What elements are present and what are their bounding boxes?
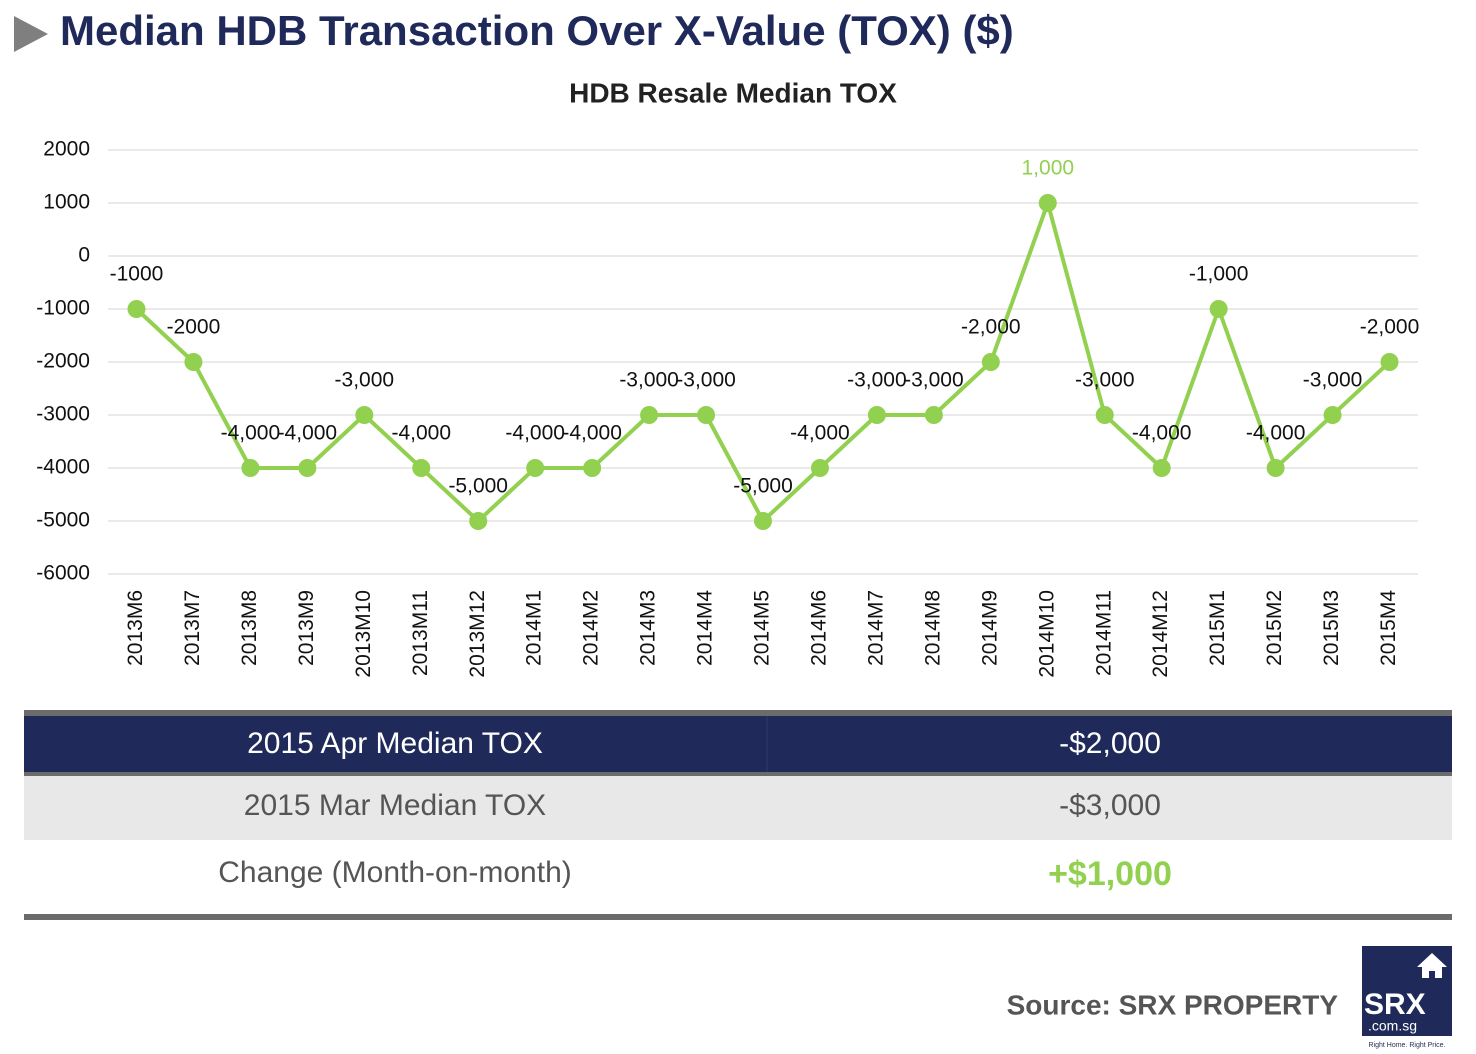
table-cell: -$3,000 [1059, 789, 1161, 822]
y-tick-label: -2000 [36, 350, 90, 373]
y-tick-label: -5000 [36, 509, 90, 532]
x-tick-label: 2015M4 [1377, 590, 1400, 666]
logo-tagline: Right Home. Right Price. [1368, 1042, 1445, 1049]
data-point [867, 406, 886, 424]
x-tick-label: 2013M12 [466, 590, 489, 678]
data-point [241, 459, 260, 477]
data-label: -5,000 [733, 475, 793, 498]
source: Source: SRX PROPERTY [1007, 989, 1339, 1020]
data-label: 1,000 [1022, 157, 1075, 180]
table-cell: +$1,000 [1048, 855, 1172, 893]
y-tick-label: -1000 [36, 297, 90, 320]
data-point [1266, 459, 1285, 477]
table-cell: 2015 Apr Median TOX [247, 727, 543, 760]
y-tick-label: -3000 [36, 403, 90, 426]
x-tick-label: 2014M4 [694, 590, 717, 666]
data-point [298, 459, 317, 477]
x-tick-label: 2014M2 [580, 590, 603, 666]
data-label: -4,000 [1132, 422, 1192, 445]
table-top-rule [24, 710, 1452, 716]
data-point [184, 353, 203, 371]
table-cell: Change (Month-on-month) [218, 856, 572, 889]
x-tick-label: 2013M9 [295, 590, 318, 666]
x-tick-label: 2015M1 [1206, 590, 1229, 666]
x-tick-label: 2015M3 [1320, 590, 1343, 666]
data-label: -3,000 [904, 369, 964, 392]
data-label: -2000 [167, 316, 221, 339]
logo-domain: .com.sg [1368, 1018, 1417, 1034]
data-label: -5,000 [448, 475, 508, 498]
x-tick-label: 2014M3 [637, 590, 660, 666]
x-tick-label: 2014M6 [808, 590, 831, 666]
x-tick-label: 2014M1 [523, 590, 546, 666]
logo-name: SRX [1364, 988, 1426, 1021]
data-point [469, 512, 488, 530]
table-row [24, 776, 1452, 840]
data-point [1095, 406, 1114, 424]
table-cell: 2015 Mar Median TOX [244, 789, 546, 822]
table-bottom-rule [24, 914, 1452, 920]
x-tick-label: 2014M10 [1035, 590, 1058, 678]
data-point [1323, 406, 1342, 424]
data-point [1152, 459, 1171, 477]
data-point [1209, 300, 1228, 318]
x-tick-label: 2013M6 [124, 590, 147, 666]
slide-title: Median HDB Transaction Over X-Value (TOX… [60, 7, 1014, 54]
x-tick-label: 2013M10 [352, 590, 375, 678]
x-tick-label: 2014M12 [1149, 590, 1172, 678]
x-tick-label: 2015M2 [1263, 590, 1286, 666]
data-label: -4,000 [391, 422, 451, 445]
data-point [412, 459, 431, 477]
data-label: -3,000 [619, 369, 679, 392]
data-point [1038, 194, 1057, 212]
data-label: -4,000 [278, 422, 338, 445]
data-label: -3,000 [1303, 369, 1363, 392]
chart-title: HDB Resale Median TOX [569, 77, 897, 108]
y-tick-label: 2000 [43, 138, 90, 161]
data-point [810, 459, 829, 477]
x-tick-label: 2013M11 [409, 590, 432, 676]
data-label: -2,000 [961, 316, 1021, 339]
data-label: -4,000 [562, 422, 622, 445]
data-label: -4,000 [790, 422, 850, 445]
data-point [754, 512, 772, 530]
data-label: -1000 [110, 263, 164, 286]
x-tick-label: 2014M7 [864, 590, 887, 666]
y-tick-label: 1000 [43, 191, 90, 214]
data-point [981, 353, 1000, 371]
table-header-row [24, 716, 1452, 772]
data-point [526, 459, 545, 477]
logo-house [1417, 953, 1447, 978]
data-point [127, 300, 146, 318]
data-label: -3,000 [1075, 369, 1135, 392]
data-label: -4,000 [1246, 422, 1306, 445]
y-tick-label: -6000 [36, 562, 90, 585]
x-tick-label: 2013M7 [181, 590, 204, 666]
title-arrow [14, 16, 48, 52]
data-label: -2,000 [1360, 316, 1420, 339]
x-tick-label: 2014M8 [921, 590, 944, 666]
table-rule [24, 772, 1452, 776]
data-point [355, 406, 374, 424]
x-tick-label: 2014M11 [1092, 590, 1115, 676]
data-point [640, 406, 659, 424]
table-cell: -$2,000 [1059, 727, 1161, 760]
x-tick-label: 2014M9 [978, 590, 1001, 666]
data-point [697, 406, 716, 424]
data-label: -4,000 [221, 422, 281, 445]
data-label: -3,000 [676, 369, 736, 392]
data-label: -3,000 [847, 369, 907, 392]
data-point [924, 406, 943, 424]
x-tick-label: 2013M8 [238, 590, 261, 666]
data-label: -3,000 [335, 369, 395, 392]
data-point [1380, 353, 1399, 371]
data-label: -4,000 [505, 422, 565, 445]
data-label: -1,000 [1189, 263, 1249, 286]
x-tick-label: 2014M5 [751, 590, 774, 666]
y-tick-label: -4000 [36, 456, 90, 479]
data-point [583, 459, 602, 477]
y-tick-label: 0 [78, 244, 90, 267]
